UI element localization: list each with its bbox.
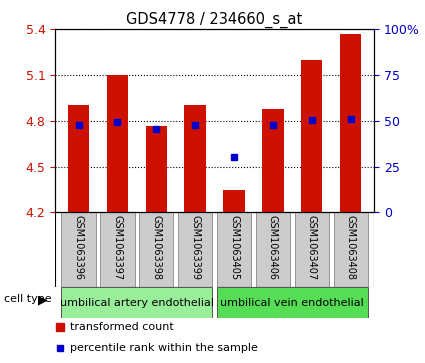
Bar	[107, 75, 128, 212]
Text: GSM1063396: GSM1063396	[74, 215, 84, 280]
Text: cell type: cell type	[4, 294, 52, 305]
Bar	[178, 212, 212, 287]
Text: GSM1063397: GSM1063397	[113, 215, 122, 280]
Text: GSM1063407: GSM1063407	[307, 215, 317, 280]
Bar	[68, 106, 89, 212]
Text: ▶: ▶	[38, 293, 48, 306]
Bar	[62, 212, 96, 287]
Text: GSM1063405: GSM1063405	[229, 215, 239, 280]
Text: GSM1063406: GSM1063406	[268, 215, 278, 280]
Bar	[100, 212, 135, 287]
Text: umbilical artery endothelial: umbilical artery endothelial	[60, 298, 214, 308]
Bar	[262, 109, 283, 212]
Bar	[139, 212, 173, 287]
Text: umbilical vein endothelial: umbilical vein endothelial	[221, 298, 364, 308]
Bar	[301, 60, 323, 212]
Bar	[62, 287, 212, 318]
Text: GSM1063408: GSM1063408	[346, 215, 356, 280]
Text: GSM1063398: GSM1063398	[151, 215, 162, 280]
Bar	[256, 212, 290, 287]
Bar	[146, 126, 167, 212]
Bar	[224, 189, 245, 212]
Bar	[217, 287, 368, 318]
Bar	[340, 34, 361, 212]
Text: transformed count: transformed count	[70, 322, 173, 332]
Bar	[295, 212, 329, 287]
Text: percentile rank within the sample: percentile rank within the sample	[70, 343, 258, 352]
Text: GSM1063399: GSM1063399	[190, 215, 200, 280]
Bar	[217, 212, 251, 287]
Bar	[184, 106, 206, 212]
Bar	[334, 212, 368, 287]
Title: GDS4778 / 234660_s_at: GDS4778 / 234660_s_at	[127, 12, 303, 28]
